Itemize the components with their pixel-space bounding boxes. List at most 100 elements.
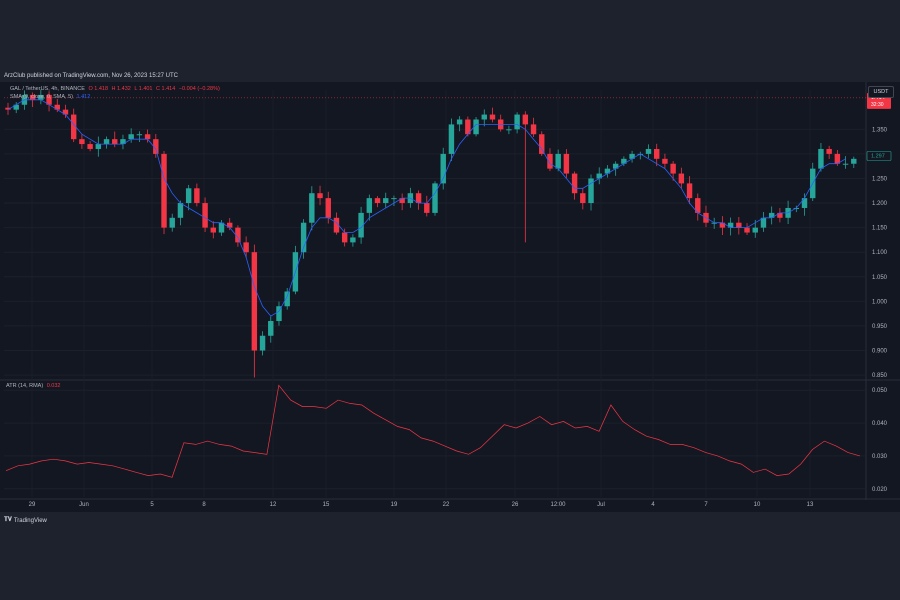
candle-body [473, 119, 479, 135]
time-tick-label: Jun [79, 502, 89, 508]
candle-body [276, 306, 282, 322]
candle-body [768, 212, 775, 218]
candle-body [621, 158, 627, 164]
candle-body [760, 217, 767, 228]
candle-body [711, 222, 717, 224]
candle-body [120, 139, 126, 145]
candle-body [736, 222, 742, 228]
candle-body [744, 227, 750, 233]
candle-body [818, 148, 824, 169]
price-tick-label: 0.850 [872, 373, 888, 379]
candle-body [62, 109, 69, 115]
candle-body [227, 222, 233, 228]
atr-value: 0.032 [46, 383, 61, 389]
candle-body [793, 207, 800, 209]
candle-body [670, 163, 676, 174]
candle-body [79, 139, 85, 145]
symbol-legend[interactable]: GAL / TetherUS, 4h, BINANCE O 1.418 H 1.… [10, 86, 222, 92]
atr-label: ATR (14, RMA) [6, 383, 44, 389]
candle-body [259, 335, 266, 351]
candle-body [374, 198, 381, 204]
atr-pane [5, 384, 861, 478]
tradingview-footer[interactable]: 𝐓𝐕 TradingView [4, 517, 47, 524]
candle-body [54, 104, 60, 110]
candle-body [522, 114, 529, 125]
sma-line [7, 99, 846, 317]
candle-body [654, 148, 660, 159]
candle-body [350, 237, 356, 243]
candle-body [752, 227, 758, 233]
candle-body [662, 158, 668, 164]
countdown-text: 32:30 [871, 102, 884, 108]
candle-body [317, 193, 323, 199]
time-tick-label: Jul [597, 502, 605, 508]
candle-body [801, 198, 808, 208]
time-tick-label: 12:00 [550, 502, 566, 508]
sma-layer [7, 99, 846, 317]
time-tick-label: 4 [651, 502, 655, 508]
candle-body [300, 222, 307, 253]
candle-body [95, 144, 102, 149]
atr-tick-label: 0.020 [872, 487, 888, 493]
currency-button[interactable]: USDT [868, 86, 894, 98]
candle-body [547, 153, 553, 169]
candle-body [596, 173, 602, 179]
candle-body [456, 119, 463, 125]
candle-body [440, 153, 446, 184]
candle-body [136, 134, 143, 136]
candle-body [185, 188, 192, 204]
time-tick-label: 7 [704, 502, 708, 508]
candle-body [432, 183, 438, 213]
candle-body [604, 168, 611, 174]
candle-body [284, 291, 290, 307]
axis-labels: 1.3501.3001.2501.2001.1501.1001.0501.000… [29, 92, 892, 508]
candle-body [194, 188, 200, 204]
candle-body [678, 173, 685, 184]
atr-legend[interactable]: ATR (14, RMA) 0.032 [6, 383, 62, 389]
candle-body [415, 193, 422, 204]
low-value: L 1.401 [134, 86, 153, 92]
price-tick-label: 1.200 [872, 201, 888, 207]
tradingview-logo-icon: 𝐓𝐕 [4, 517, 12, 523]
candle-body [645, 148, 652, 154]
candle-body [177, 203, 184, 218]
candle-body [153, 139, 159, 154]
candle-body [333, 217, 340, 233]
candle-body [834, 153, 841, 164]
candle-body [46, 94, 52, 105]
candle-body [727, 222, 734, 228]
candle-body [366, 198, 373, 213]
close-value: C 1.414 [156, 86, 176, 92]
candle-body [202, 203, 208, 228]
sma-value: 1.412 [76, 94, 91, 100]
candle-body [325, 198, 331, 218]
candle-body [424, 203, 430, 213]
candle-body [161, 153, 167, 228]
price-tick-label: 1.050 [872, 275, 888, 281]
candle-body [506, 129, 512, 131]
high-value: H 1.432 [111, 86, 131, 92]
candle-body [571, 173, 578, 194]
candle-body [103, 139, 110, 145]
candle-body [29, 94, 36, 100]
candle-body [588, 178, 594, 204]
candle-body [5, 107, 11, 110]
atr-tick-label: 0.040 [872, 421, 888, 427]
candle-body [465, 119, 471, 135]
candle-body [612, 163, 619, 169]
chart-canvas[interactable]: 1.3501.3001.2501.2001.1501.1001.0501.000… [0, 82, 900, 512]
time-tick-label: 8 [202, 502, 206, 508]
atr-tick-label: 0.030 [872, 454, 888, 460]
candle-body [87, 144, 93, 149]
chart-container[interactable]: 1.3501.3001.2501.2001.1501.1001.0501.000… [0, 82, 900, 512]
open-value: O 1.418 [88, 86, 109, 92]
candle-body [637, 153, 643, 155]
time-tick-label: 12 [270, 502, 277, 508]
time-tick-label: 5 [150, 502, 154, 508]
candle-body [391, 198, 397, 200]
candle-body [563, 153, 570, 174]
time-tick-label: 13 [807, 502, 814, 508]
sma-price-text: 1.297 [871, 153, 885, 159]
price-pane [4, 89, 866, 378]
sma-legend[interactable]: SMA (9, close, 0, SMA, 5) 1.412 [10, 94, 92, 100]
